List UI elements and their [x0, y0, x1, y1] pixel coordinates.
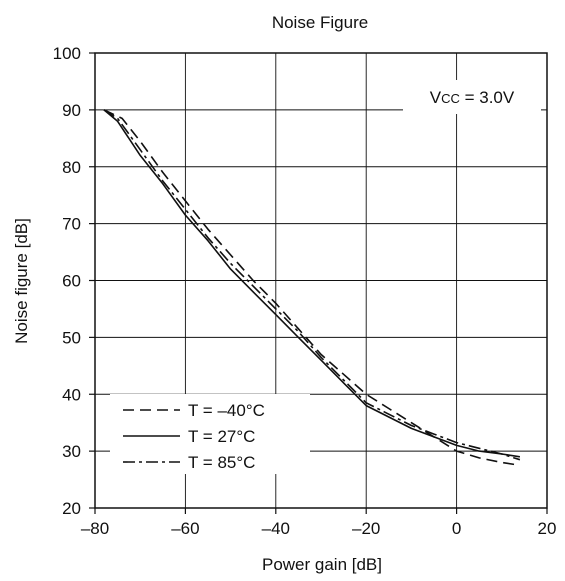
x-tick-label: 20: [538, 519, 557, 538]
y-tick-label: 20: [62, 499, 81, 518]
legend-label-27: T = 27°C: [188, 427, 255, 446]
vcc-annotation: VCC = 3.0V: [403, 80, 541, 114]
series-line-85: [103, 109, 521, 461]
annotation-base: V: [430, 88, 442, 107]
y-tick-label: 100: [53, 44, 81, 63]
series-line-minus40: [103, 109, 521, 467]
y-axis-label: Noise figure [dB]: [12, 218, 31, 344]
y-tick-label: 50: [62, 328, 81, 347]
annotation-text: VCC = 3.0V: [430, 88, 515, 107]
axis-ticks: –80 –60 –40 –20 0 20 20 30 40 50 60 70 80 90 100: [53, 44, 557, 538]
x-tick-label: 0: [452, 519, 461, 538]
x-tick-label: –60: [171, 519, 199, 538]
y-tick-label: 90: [62, 101, 81, 120]
y-tick-label: 60: [62, 272, 81, 291]
y-tick-label: 80: [62, 158, 81, 177]
x-axis-label: Power gain [dB]: [262, 555, 382, 574]
x-tick-label: –20: [352, 519, 380, 538]
chart-title: Noise Figure: [272, 13, 368, 32]
legend: T = –40°C T = 27°C T = 85°C: [110, 394, 310, 474]
y-tick-label: 30: [62, 442, 81, 461]
legend-background: [110, 394, 310, 474]
series-lines: [103, 109, 521, 467]
y-tick-label: 70: [62, 215, 81, 234]
x-tick-label: –80: [81, 519, 109, 538]
legend-label-minus40: T = –40°C: [188, 401, 265, 420]
series-line-27: [103, 109, 521, 458]
annotation-background: [403, 80, 541, 114]
x-tick-label: –40: [262, 519, 290, 538]
annotation-rest: = 3.0V: [460, 88, 515, 107]
legend-label-85: T = 85°C: [188, 453, 255, 472]
y-tick-label: 40: [62, 385, 81, 404]
annotation-sub: CC: [441, 91, 460, 106]
